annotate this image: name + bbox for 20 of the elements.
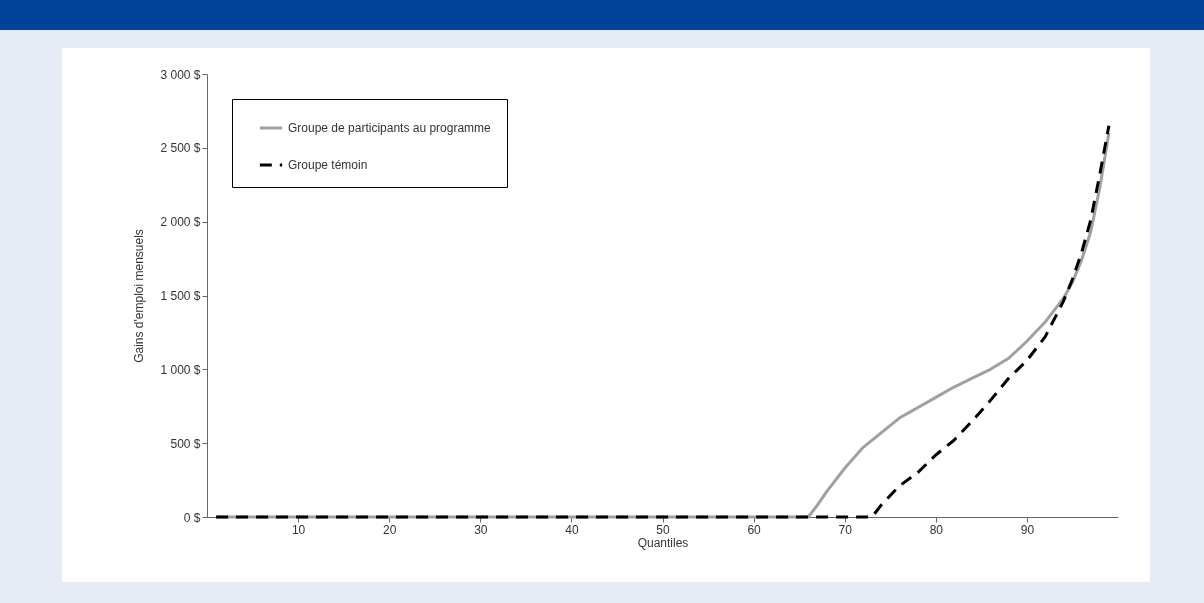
y-tick-label: 0 $ [183, 510, 201, 525]
x-tick-label: 10 [291, 522, 306, 537]
x-axis-title: Quantiles [637, 535, 689, 550]
y-tick-label: 500 $ [170, 436, 201, 451]
y-tick-label: 3 000 $ [160, 67, 201, 82]
y-tick-label: 2 500 $ [160, 141, 201, 156]
x-tick-label: 30 [474, 522, 488, 537]
y-tick-label: 2 000 $ [160, 215, 201, 230]
x-tick-label: 90 [1020, 522, 1035, 537]
y-tick-label: 1 500 $ [160, 289, 201, 303]
x-tick-label: 40 [565, 522, 579, 537]
x-tick-label: 70 [838, 522, 853, 537]
x-tick-label: 60 [747, 522, 762, 537]
y-axis-title: Gains d'emploi mensuels [132, 229, 147, 363]
x-tick-label: 50 [656, 522, 670, 537]
x-tick-label: 20 [383, 522, 397, 537]
y-tick-label: 1 000 $ [160, 362, 201, 377]
x-tick-label: 80 [929, 522, 944, 537]
legend-label: Groupe de participants au programme [288, 121, 492, 135]
legend-label: Groupe témoin [288, 158, 368, 172]
